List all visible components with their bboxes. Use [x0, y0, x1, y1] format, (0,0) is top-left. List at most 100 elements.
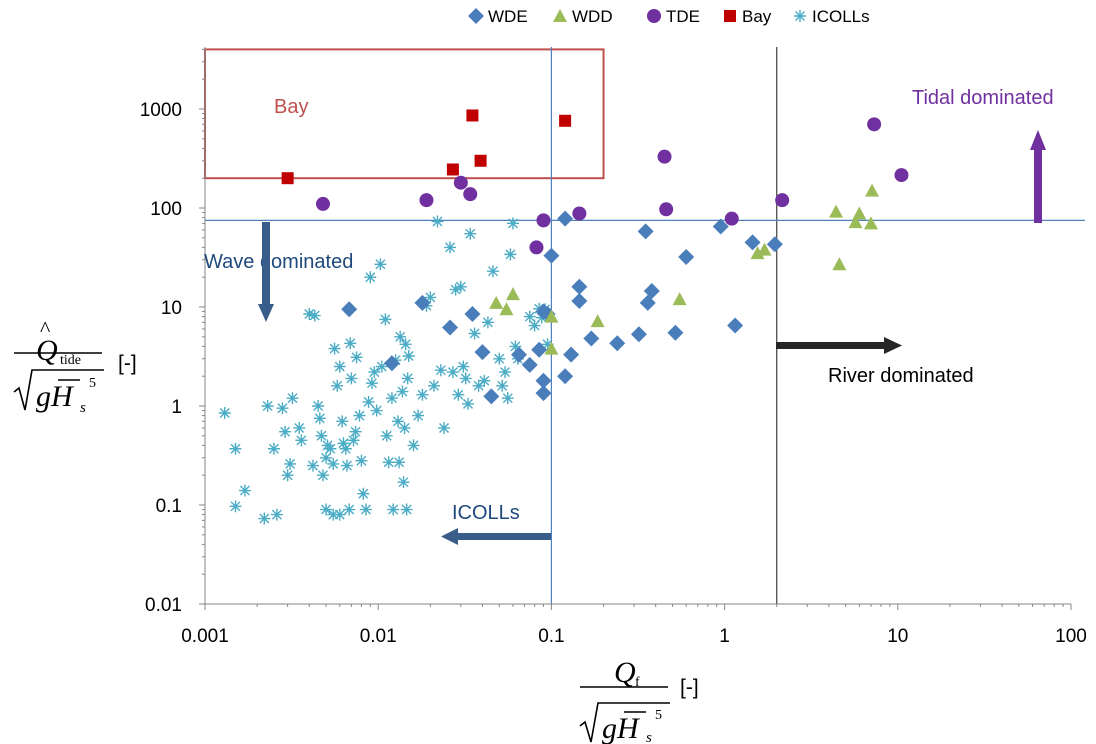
point-wde	[535, 385, 552, 402]
point-icolls	[270, 508, 283, 521]
point-wde	[414, 294, 431, 311]
y-label-num-sub: tide	[60, 353, 81, 368]
x-tick-label: 10	[887, 626, 908, 647]
series-icolls	[218, 215, 554, 525]
point-icolls	[328, 342, 341, 355]
point-icolls	[394, 330, 407, 343]
point-icolls	[357, 487, 370, 500]
point-icolls	[347, 434, 360, 447]
point-wdd	[499, 302, 514, 316]
point-icolls	[320, 451, 333, 464]
point-wde	[583, 330, 600, 347]
point-icolls	[327, 508, 340, 521]
x-label-unit: [-]	[680, 676, 699, 699]
wave-arrow-head	[258, 304, 274, 322]
point-tde	[867, 117, 882, 132]
bay-region-box	[204, 48, 605, 180]
point-icolls	[303, 307, 316, 320]
region-overlays	[204, 47, 1085, 604]
legend-label-tde: TDE	[666, 7, 700, 26]
point-icolls	[364, 271, 377, 284]
point-tde	[536, 213, 551, 228]
point-icolls	[528, 319, 541, 332]
point-icolls	[486, 265, 499, 278]
point-icolls	[238, 484, 251, 497]
point-icolls	[261, 400, 274, 412]
point-icolls	[359, 503, 372, 516]
y-label-unit: [-]	[118, 352, 137, 375]
point-icolls	[416, 388, 429, 401]
point-icolls	[375, 360, 388, 373]
point-icolls	[362, 395, 375, 408]
point-wde	[442, 319, 459, 336]
point-icolls	[391, 415, 404, 428]
y-tick-label: 0.01	[145, 595, 182, 616]
point-wde	[727, 317, 744, 334]
point-wde	[766, 236, 783, 253]
point-icolls	[399, 338, 412, 351]
point-bay	[446, 163, 459, 176]
wave-arrow-shaft	[262, 222, 270, 304]
y-label-den-sub: s	[80, 400, 86, 416]
point-icolls	[353, 409, 366, 422]
y-tick-label: 10	[161, 298, 182, 319]
y-label-den-sup: 5	[89, 376, 96, 391]
point-icolls	[229, 500, 242, 513]
point-icolls	[499, 366, 512, 379]
point-wdd	[544, 309, 559, 323]
point-wde	[557, 368, 574, 385]
point-wdd	[865, 183, 880, 197]
point-icolls	[424, 291, 437, 304]
point-icolls	[258, 512, 271, 525]
point-bay	[281, 172, 294, 185]
point-icolls	[368, 366, 381, 379]
point-wde	[531, 341, 548, 358]
point-icolls	[509, 340, 522, 353]
point-wde	[557, 210, 574, 227]
y-label-num: Q	[36, 334, 58, 367]
point-tde	[529, 240, 544, 255]
point-icolls	[333, 360, 346, 373]
legend-label-wde: WDE	[488, 7, 528, 26]
point-icolls	[523, 310, 536, 323]
point-wdd	[757, 242, 772, 256]
point-icolls	[327, 457, 340, 470]
point-wde	[712, 218, 729, 235]
point-icolls	[449, 283, 462, 296]
point-icolls	[438, 421, 451, 434]
point-icolls	[501, 392, 514, 405]
point-icolls	[343, 503, 356, 516]
y-tick-label: 1000	[140, 100, 182, 121]
point-icolls	[397, 476, 410, 489]
point-wdd	[505, 287, 520, 301]
point-icolls	[493, 352, 506, 365]
legend-marker-icolls	[794, 10, 806, 22]
point-wde	[464, 305, 481, 322]
point-tde	[463, 187, 478, 202]
point-icolls	[402, 349, 415, 362]
annotation-river-dominated: River dominated	[828, 365, 974, 387]
point-icolls	[293, 421, 306, 434]
point-wde	[535, 372, 552, 389]
point-icolls	[506, 217, 519, 230]
point-icolls	[355, 454, 368, 467]
point-wdd	[832, 257, 847, 271]
annotation-tidal-dominated: Tidal dominated	[912, 87, 1054, 109]
point-icolls	[401, 372, 414, 385]
point-wde	[563, 346, 580, 363]
point-icolls	[345, 372, 358, 385]
point-icolls	[454, 280, 467, 293]
point-icolls	[468, 327, 481, 340]
point-wde	[744, 234, 761, 251]
point-tde	[657, 149, 672, 164]
point-tde	[659, 202, 674, 217]
point-icolls	[379, 313, 392, 326]
point-icolls	[380, 429, 393, 442]
point-icolls	[276, 402, 289, 415]
y-label-sqrt	[13, 369, 104, 411]
point-tde	[419, 193, 434, 208]
legend-label-wdd: WDD	[572, 7, 613, 26]
point-icolls	[218, 406, 231, 419]
point-icolls	[306, 459, 319, 472]
x-label-den-sub: s	[646, 730, 652, 744]
